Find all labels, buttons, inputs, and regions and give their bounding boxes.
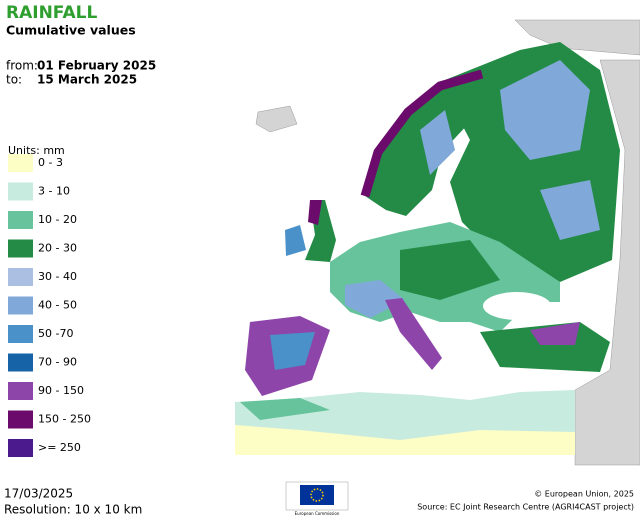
- ec-logo: European Commission: [285, 481, 349, 516]
- to-date: 15 March 2025: [37, 73, 137, 87]
- legend-label: 3 - 10: [38, 185, 70, 198]
- to-label: to:: [6, 73, 22, 87]
- legend-label: >= 250: [38, 441, 81, 454]
- from-label: from:: [6, 59, 38, 73]
- legend-label: 40 - 50: [38, 299, 77, 312]
- legend-label: 50 -70: [38, 327, 73, 340]
- ireland: [285, 225, 306, 256]
- legend-swatch: [8, 154, 33, 172]
- rain-patch: [530, 322, 580, 345]
- copyright: © European Union, 2025: [534, 490, 634, 499]
- rain-patch: [400, 240, 500, 300]
- legend: 0 - 3 3 - 10 10 - 20 20 - 30 30 - 40 40 - 50 5…: [8, 154, 91, 457]
- scotland: [308, 200, 322, 225]
- eu-flag: [300, 485, 334, 505]
- legend-units: Units: mm: [8, 144, 65, 157]
- black-sea: [483, 292, 551, 320]
- legend-swatch: [8, 410, 33, 429]
- norway-coast: [360, 69, 484, 198]
- rain-patch: [345, 280, 405, 318]
- rain-patch: [500, 60, 590, 160]
- legend-label: 90 - 150: [38, 384, 84, 397]
- resolution: Resolution: 10 x 10 km: [4, 503, 142, 517]
- maghreb: [240, 398, 330, 420]
- rain-patch: [270, 332, 315, 370]
- sahara: [235, 425, 575, 455]
- italy: [385, 298, 442, 370]
- legend-swatch: [8, 353, 33, 372]
- legend-swatch: [8, 439, 33, 457]
- legend-label: 70 - 90: [38, 356, 77, 369]
- logo-text: European Commission: [295, 511, 340, 516]
- legend-swatch: [8, 182, 33, 201]
- legend-swatch: [8, 382, 33, 400]
- legend-label: 150 - 250: [38, 413, 91, 426]
- greenland: [514, 19, 640, 56]
- rain-patch: [540, 180, 600, 240]
- legend-swatch: [8, 211, 33, 229]
- title: RAINFALL: [6, 3, 97, 23]
- legend-swatch: [8, 268, 33, 286]
- legend-label: 0 - 3: [38, 156, 63, 169]
- eu-stars: [310, 488, 324, 502]
- legend-swatch: [8, 325, 33, 343]
- legend-label: 20 - 30: [38, 242, 77, 255]
- iceland: [255, 105, 298, 133]
- legend-swatch: [8, 296, 33, 315]
- subtitle: Cumulative values: [6, 23, 136, 38]
- date: 17/03/2025: [4, 487, 73, 501]
- legend-label: 10 - 20: [38, 213, 77, 226]
- legend-label: 30 - 40: [38, 270, 77, 283]
- from-date: 01 February 2025: [37, 59, 156, 73]
- turkey: [480, 322, 610, 372]
- map: [235, 19, 640, 466]
- rain-patch: [420, 110, 455, 175]
- legend-swatch: [8, 239, 33, 258]
- source: Source: EC Joint Research Centre (AGRI4C…: [417, 503, 634, 512]
